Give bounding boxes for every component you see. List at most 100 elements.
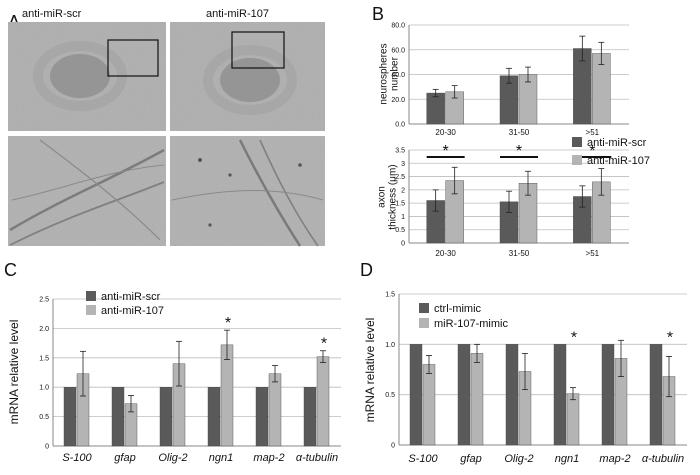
y-axis-label-line: axon (377, 186, 388, 208)
bar-treated (268, 373, 282, 447)
chart-mrna-mimic: 0 0.5 1.0 1.5 mRNA relative level S-100 gfap Ol… (363, 292, 687, 465)
x-tick-label: Olig-2 (158, 452, 187, 464)
y-tick-label: 2.0 (39, 326, 49, 333)
legend-label: anti-miR-107 (587, 155, 650, 167)
significance-star: * (667, 329, 673, 346)
x-tick-label: >51 (586, 249, 600, 258)
bar-treated (316, 356, 330, 447)
x-tick-label: >51 (586, 128, 600, 137)
x-tick-label: map-2 (253, 452, 284, 464)
chart-neurospheres-number: 0.0 20.0 40.0 60.0 80.0 neurospheresnumber 20-… (379, 23, 629, 137)
bar-control (63, 387, 77, 447)
legend-swatch (419, 318, 429, 328)
y-axis-label-line: number (390, 56, 401, 91)
significance-star: * (321, 336, 327, 353)
x-tick-label: 20-30 (435, 249, 456, 258)
bar-control (649, 344, 663, 446)
legend-swatch (86, 291, 96, 301)
bar-control (601, 344, 615, 446)
x-tick-label: α-tubulin (642, 453, 684, 465)
legend-swatch (419, 303, 429, 313)
legend: anti-miR-scr anti-miR-107 (86, 291, 164, 317)
legend: anti-miR-scr anti-miR-107 (572, 137, 650, 167)
y-tick-label: 1.5 (385, 292, 395, 299)
y-tick-label: 0.0 (395, 122, 405, 129)
y-tick-label: 20.0 (391, 97, 405, 104)
panel-letter-b: B (372, 4, 384, 24)
y-tick-label: 0 (45, 444, 49, 451)
y-tick-label: 3.5 (395, 148, 405, 155)
photo-label-107: anti-miR-107 (206, 8, 269, 20)
x-tick-label: 20-30 (435, 128, 456, 137)
legend-swatch (572, 137, 582, 147)
significance-star: * (589, 143, 595, 160)
bar-control (111, 387, 125, 447)
bar-control (409, 344, 423, 446)
significance-star: * (516, 143, 522, 160)
y-tick-label: 0.5 (385, 392, 395, 399)
x-tick-label: ngn1 (555, 453, 579, 465)
legend: ctrl-mimic miR-107-mimic (419, 303, 508, 330)
significance-star: * (225, 315, 231, 332)
legend-label: anti-miR-scr (101, 291, 161, 303)
panel-a: A anti-miR-scr anti-miR-107 (8, 8, 325, 247)
y-tick-label: 2.5 (39, 297, 49, 304)
y-tick-label: 0 (401, 241, 405, 248)
y-tick-label: 1 (401, 214, 405, 221)
y-axis-label: neurospheresnumber (379, 43, 401, 104)
significance-star: * (443, 143, 449, 160)
bar-control (457, 344, 471, 446)
x-tick-label: 31-50 (509, 249, 530, 258)
bar-control (159, 387, 173, 447)
legend-label: ctrl-mimic (434, 303, 482, 315)
bar-treated (220, 344, 234, 447)
legend-swatch (572, 155, 582, 165)
x-tick-label: gfap (114, 452, 135, 464)
x-tick-label: S-100 (408, 453, 438, 465)
bar-treated (422, 364, 436, 446)
y-tick-label: 2.5 (395, 174, 405, 181)
panel-letter-d: D (360, 260, 373, 280)
bar-treated (566, 393, 580, 446)
bar-control (426, 92, 445, 125)
y-tick-label: 1.0 (39, 385, 49, 392)
x-tick-label: ngn1 (209, 452, 233, 464)
legend-label: anti-miR-107 (101, 305, 164, 317)
bar-control (505, 344, 519, 446)
y-tick-label: 0.5 (395, 227, 405, 234)
y-tick-label: 3 (401, 161, 405, 168)
chart-axon-thickness: 0 0.5 1 1.5 2 2.5 3 3.5 axonthickness (μm) 20-30 *… (377, 137, 650, 258)
x-tick-label: 31-50 (509, 128, 530, 137)
panel-letter-c: C (4, 260, 17, 280)
inset-box-scr (107, 39, 159, 77)
y-axis-label: mRNA relative level (7, 320, 21, 425)
bar-control (255, 387, 269, 447)
bar-control (207, 387, 221, 447)
y-tick-label: 1.5 (395, 201, 405, 208)
y-tick-label: 60.0 (391, 47, 405, 54)
y-tick-label: 0.5 (39, 414, 49, 421)
y-tick-label: 0 (391, 443, 395, 450)
inset-box-107 (231, 31, 285, 69)
y-axis-label-line: mRNA relative level (363, 318, 377, 423)
bar-control (553, 344, 567, 446)
y-tick-label: 1.0 (385, 342, 395, 349)
legend-label: anti-miR-scr (587, 137, 647, 149)
y-axis-label: axonthickness (μm) (377, 164, 399, 229)
bar-control (303, 387, 317, 447)
y-axis-label-line: neurospheres (379, 43, 390, 104)
y-tick-label: 2 (401, 187, 405, 194)
x-tick-label: α-tubulin (296, 452, 338, 464)
x-tick-label: Olig-2 (504, 453, 533, 465)
y-axis-label-line: mRNA relative level (7, 320, 21, 425)
legend-swatch (86, 305, 96, 315)
micrograph-scr-low (8, 22, 166, 131)
photo-label-scr: anti-miR-scr (22, 8, 82, 20)
x-tick-label: gfap (460, 453, 481, 465)
x-tick-label: S-100 (62, 452, 92, 464)
micrograph-scr-high (8, 136, 166, 246)
y-axis-label: mRNA relative level (363, 318, 377, 423)
y-tick-label: 80.0 (391, 23, 405, 30)
chart-mrna-anti-mir: 0 0.5 1.0 1.5 2.0 2.5 mRNA relative level S-100… (7, 291, 341, 464)
